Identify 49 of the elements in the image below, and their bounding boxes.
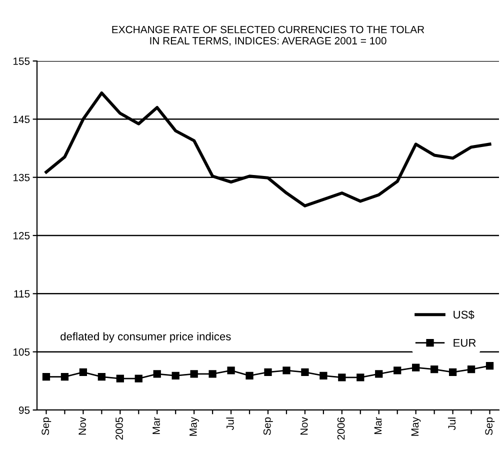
y-tick-label: 125 bbox=[13, 232, 30, 240]
x-tick-label: Sep bbox=[42, 417, 52, 436]
y-tick-label: 145 bbox=[13, 116, 30, 124]
point bbox=[116, 374, 124, 382]
point bbox=[301, 368, 309, 376]
y-tick-label: 95 bbox=[18, 406, 30, 414]
point bbox=[134, 374, 142, 382]
point bbox=[282, 366, 290, 374]
point bbox=[430, 365, 438, 374]
point bbox=[79, 368, 88, 376]
point bbox=[356, 374, 364, 382]
x-tick-label: Nov bbox=[78, 416, 86, 435]
point bbox=[172, 372, 180, 380]
chart-title: EXCHANGE RATE OF SELECTED CURRENCIES TO THE TOLAR IN REAL TERMS, INDICES: AVERAGE 2001 = 100 bbox=[112, 26, 424, 46]
x-tick-label: 2006 bbox=[337, 417, 345, 440]
x-tick-label: Nov bbox=[300, 416, 308, 435]
legend-label: US$ bbox=[454, 310, 474, 320]
point bbox=[394, 366, 402, 374]
y-tick-label: 155 bbox=[13, 58, 30, 65]
x-tick-label: Mar bbox=[152, 417, 160, 434]
point bbox=[208, 370, 216, 378]
point bbox=[320, 372, 328, 380]
x-tick-label: Jul bbox=[226, 418, 234, 430]
point bbox=[486, 362, 494, 370]
x-tick-label: Mar bbox=[374, 417, 382, 434]
point bbox=[246, 372, 254, 380]
point bbox=[153, 370, 161, 378]
point bbox=[448, 368, 457, 376]
x-tick-label: 2005 bbox=[116, 417, 123, 440]
point bbox=[227, 366, 235, 374]
x-tick-label: May bbox=[190, 416, 199, 436]
x-tick-label: Sep bbox=[485, 417, 495, 436]
annotation: deflated by consumer price indices bbox=[60, 332, 231, 343]
y-tick-label: 135 bbox=[13, 174, 30, 182]
point bbox=[42, 373, 50, 381]
point bbox=[98, 373, 106, 381]
point bbox=[338, 374, 346, 382]
point bbox=[264, 368, 272, 376]
point bbox=[375, 370, 383, 378]
point bbox=[467, 365, 476, 374]
x-tick-label: Jul bbox=[448, 418, 456, 430]
point bbox=[190, 370, 198, 378]
x-tick-label: May bbox=[411, 416, 421, 436]
y-tick-label: 115 bbox=[14, 290, 30, 298]
legend-label: EUR bbox=[454, 339, 476, 347]
point bbox=[60, 373, 69, 381]
y-tick-label: 105 bbox=[13, 348, 30, 356]
point bbox=[412, 364, 420, 372]
x-tick-label: Sep bbox=[263, 417, 273, 436]
